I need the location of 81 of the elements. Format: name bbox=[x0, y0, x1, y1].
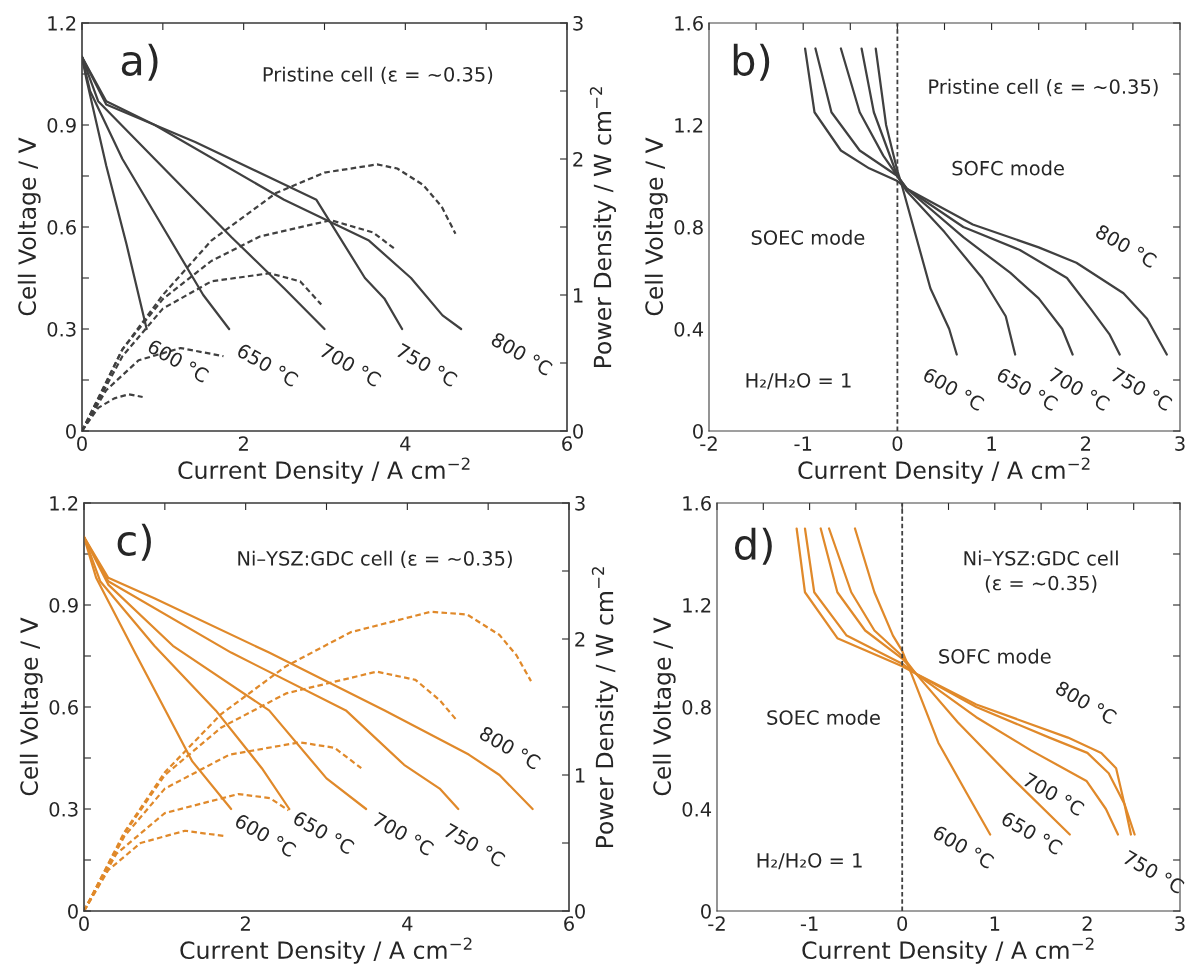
text: 750 °C bbox=[1122, 849, 1186, 895]
y2-tick-label: 2 bbox=[575, 631, 585, 647]
x-tick-label: 2 bbox=[238, 436, 248, 451]
y-axis-title: Cell Voltage / V bbox=[17, 137, 41, 316]
annotation: SOFC mode bbox=[939, 648, 1051, 664]
y2-tick-label: 0 bbox=[573, 423, 583, 439]
annotation: H₂/H₂O = 1 bbox=[746, 372, 851, 390]
y2-tick-label: 1 bbox=[576, 768, 585, 783]
text: 700 °C bbox=[371, 811, 435, 857]
x-tick-label: 6 bbox=[562, 436, 572, 451]
y-tick-label: 0.3 bbox=[47, 321, 76, 337]
text: 800 °C bbox=[478, 725, 542, 771]
x-tick-label: 0 bbox=[897, 916, 908, 931]
annotation: SOFC mode bbox=[952, 160, 1064, 176]
y-tick-label: 1.2 bbox=[683, 597, 711, 613]
x-axis-title: Current Density / A cm$^{−2}$ bbox=[178, 457, 470, 484]
chart-title: a) bbox=[121, 43, 158, 81]
chart-title: b) bbox=[733, 43, 770, 81]
x-tick-label: 1 bbox=[987, 436, 996, 451]
x-tick-label: -1 bbox=[800, 916, 818, 931]
y-tick-label: 0.6 bbox=[49, 699, 78, 715]
x-axis-title: Current Density / A cm$^{−2}$ bbox=[180, 937, 472, 964]
text: 750 °C bbox=[1110, 366, 1173, 412]
x-tick-label: 1 bbox=[990, 916, 1000, 931]
y-tick-label: 0.6 bbox=[47, 219, 76, 235]
y2-tick-label: 3 bbox=[575, 495, 585, 511]
x-tick-label: 0 bbox=[79, 916, 89, 931]
x-tick-label: 2 bbox=[1081, 436, 1091, 451]
text: 650 °C bbox=[236, 342, 300, 388]
y2-tick-label: 1 bbox=[574, 288, 583, 303]
text: Pristine cell (ε = ~0.35) bbox=[263, 66, 493, 84]
y-tick-label: 0 bbox=[66, 423, 76, 439]
text: Ni–YSZ:GDC cell (ε = ~0.35) bbox=[964, 550, 1118, 593]
x-tick-label: 3 bbox=[1175, 916, 1185, 931]
x-tick-label: 6 bbox=[564, 916, 574, 931]
x-tick-label: 2 bbox=[1082, 916, 1092, 931]
y-tick-label: 0.8 bbox=[682, 699, 711, 715]
y-tick-label: 0.4 bbox=[682, 801, 712, 817]
text: Ni–YSZ:GDC cell (ε = ~0.35) bbox=[238, 550, 512, 569]
y-tick-label: 0.9 bbox=[49, 597, 78, 613]
annotation: SOEC mode bbox=[751, 229, 865, 245]
x-tick-label: 4 bbox=[402, 916, 413, 931]
annotation: SOEC mode bbox=[767, 709, 880, 725]
x-tick-label: 3 bbox=[1175, 436, 1185, 451]
y-tick-label: 0 bbox=[68, 903, 78, 919]
text: d) bbox=[734, 527, 772, 565]
x-tick-label: 0 bbox=[892, 436, 903, 451]
y2-axis-title: Power Density / W cm$^{−2}$ bbox=[591, 567, 618, 848]
y-tick-label: 0.8 bbox=[674, 219, 703, 235]
y-axis-title: Cell Voltage / V bbox=[652, 617, 676, 796]
chart-title: c) bbox=[117, 523, 151, 561]
text: 600 °C bbox=[146, 338, 210, 384]
text: 600 °C bbox=[922, 366, 986, 412]
text: 800 °C bbox=[1094, 223, 1158, 269]
x-tick-label: 4 bbox=[400, 436, 411, 451]
x-tick-label: 2 bbox=[240, 916, 250, 931]
y-tick-label: 0.3 bbox=[49, 801, 78, 817]
text: 750 °C bbox=[395, 342, 459, 388]
y-axis-title: Cell Voltage / V bbox=[644, 137, 668, 316]
y-tick-label: 0.4 bbox=[674, 321, 704, 337]
text: 600 °C bbox=[931, 824, 995, 870]
text: Pristine cell (ε = ~0.35) bbox=[929, 78, 1158, 97]
text: 800 °C bbox=[490, 331, 554, 377]
y2-tick-label: 2 bbox=[573, 151, 583, 167]
y-tick-label: 1.2 bbox=[48, 15, 76, 31]
y-tick-label: 1.6 bbox=[683, 495, 711, 511]
y-tick-label: 1.6 bbox=[675, 15, 703, 31]
y2-tick-label: 3 bbox=[573, 15, 583, 31]
y-axis-title: Cell Voltage / V bbox=[19, 617, 43, 796]
text: 750 °C bbox=[443, 822, 506, 868]
y-tick-label: 1.2 bbox=[675, 117, 703, 133]
y-tick-label: 0.9 bbox=[47, 117, 76, 133]
x-axis-title: Current Density / A cm$^{−2}$ bbox=[802, 937, 1094, 964]
x-axis-title: Current Density / A cm$^{−2}$ bbox=[798, 457, 1090, 484]
text: 700 °C bbox=[319, 342, 382, 388]
x-tick-label: -1 bbox=[794, 436, 812, 451]
annotation: H₂/H₂O = 1 bbox=[757, 852, 862, 870]
y-tick-label: 1.2 bbox=[50, 495, 78, 511]
text: 800 °C bbox=[1054, 680, 1118, 725]
y2-tick-label: 0 bbox=[575, 903, 585, 919]
y2-axis-title: Power Density / W cm$^{−2}$ bbox=[589, 87, 616, 368]
